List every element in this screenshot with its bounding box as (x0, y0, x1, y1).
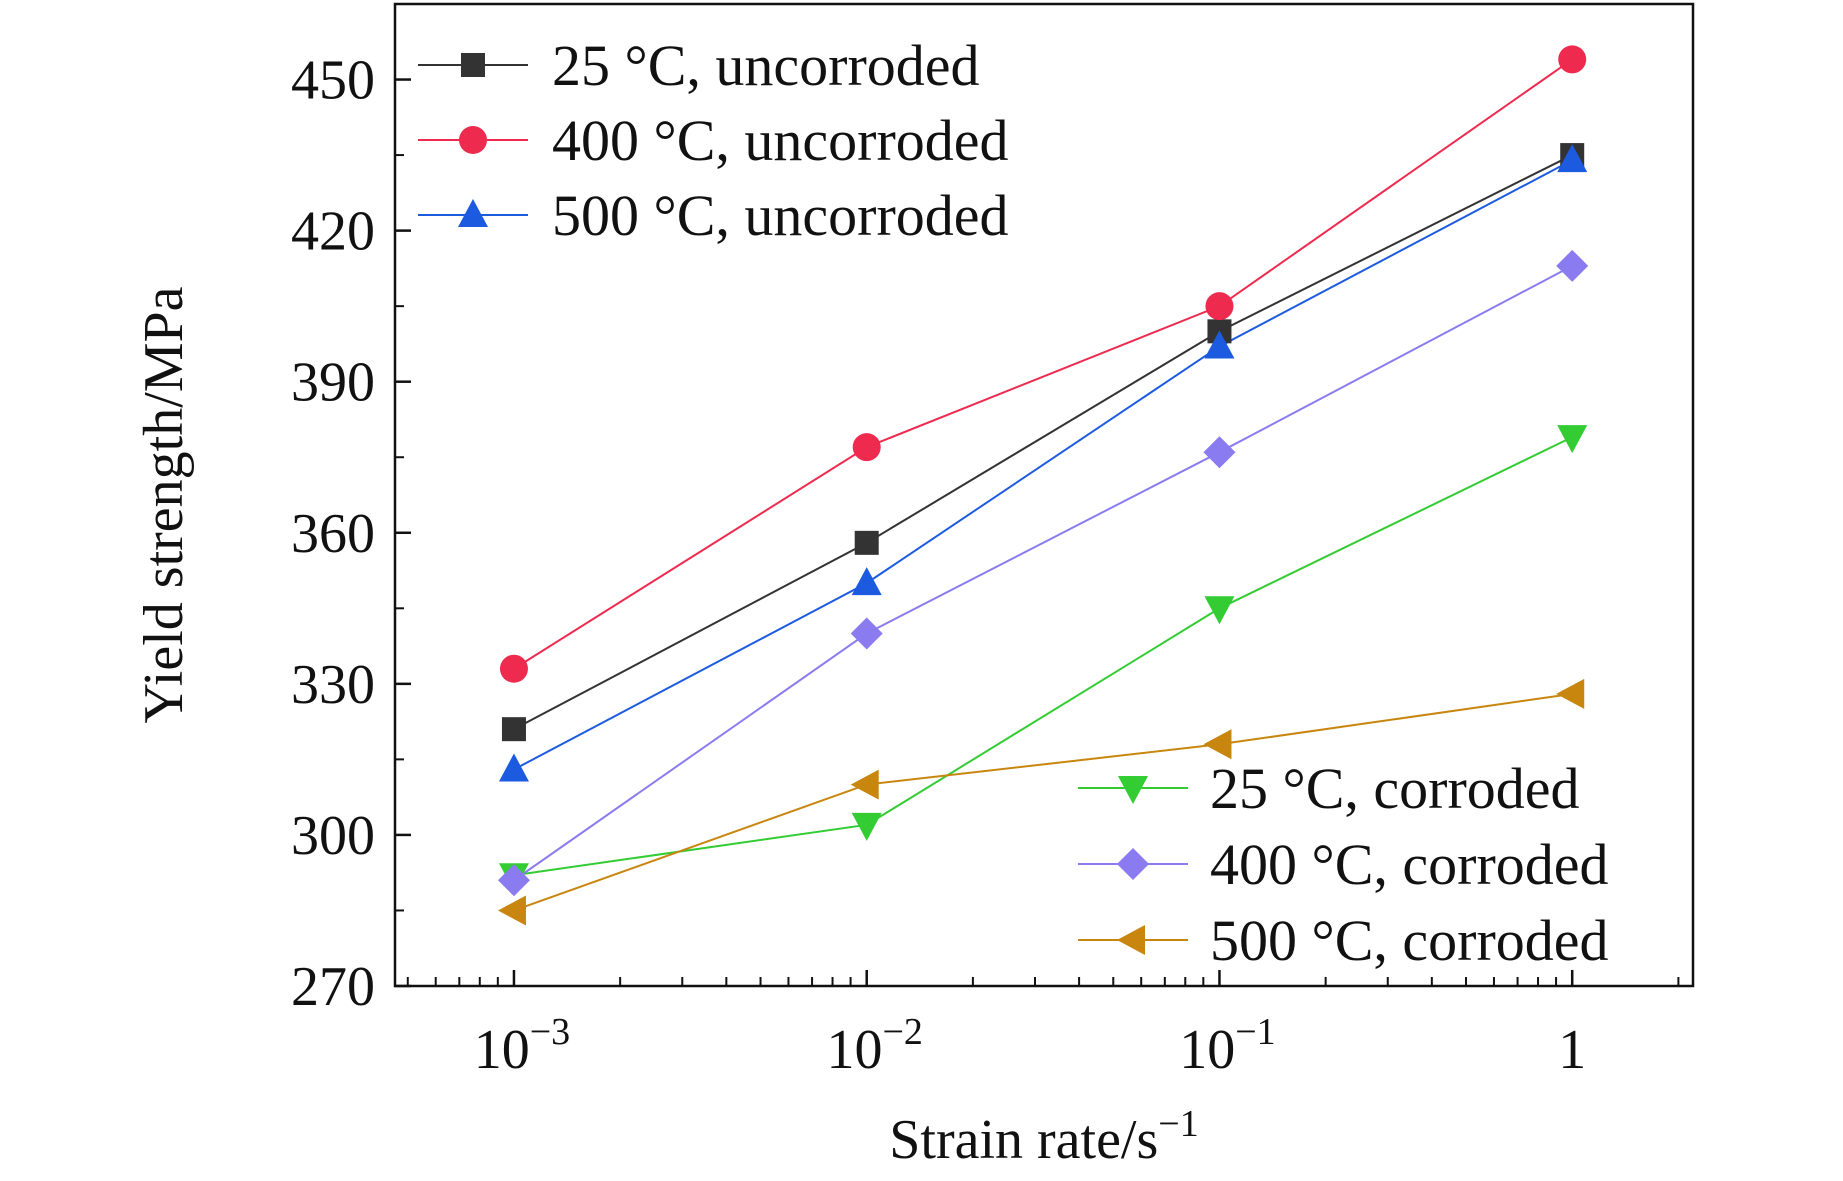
data-point-500-c-uncorroded (851, 567, 882, 596)
data-point-500-c-uncorroded (1557, 144, 1588, 173)
data-point-500-c-uncorroded (1204, 330, 1235, 359)
y-tick-label: 360 (291, 503, 375, 565)
x-tick-label-exponent: −3 (530, 1011, 570, 1053)
plot-frame (393, 2, 1695, 988)
y-tick-label: 270 (291, 956, 375, 1018)
x-tick-label: 10−1 (1179, 1011, 1275, 1081)
series-markers (497, 45, 1589, 926)
y-axis-title: Yield strength/MPa (133, 286, 195, 723)
series-line-500-c-corroded (513, 692, 1573, 912)
y-tick-label: 300 (291, 805, 375, 867)
x-tick-label-base: 10 (826, 1019, 882, 1081)
data-point-500-c-uncorroded (498, 753, 529, 782)
x-tick-label: 10−2 (826, 1011, 922, 1081)
y-tick-label: 390 (291, 352, 375, 414)
data-point-500-c-corroded (497, 895, 526, 926)
data-point-25-c-corroded (1204, 596, 1235, 625)
data-point-400-c-uncorroded (1558, 45, 1587, 74)
x-tick-label: 10−3 (474, 1011, 570, 1081)
data-point-400-c-corroded (850, 617, 883, 650)
axis-ticks (395, 78, 1680, 988)
legend-upper: 25 °C, uncorroded 400 °C, uncorroded 500 °… (418, 33, 1009, 248)
x-tick-label: 1 (1558, 1019, 1586, 1081)
legend-label-500-c-corroded: 500 °C, corroded (1210, 908, 1609, 973)
data-point-25-c-corroded (1557, 425, 1588, 454)
data-point-400-c-uncorroded (1205, 292, 1234, 321)
x-axis-title-base: Strain rate/s (889, 1109, 1158, 1171)
x-axis-title-superscript: −1 (1158, 1103, 1198, 1145)
data-point-25-c-uncorroded (854, 530, 879, 555)
legend-marker-400-c-corroded (1117, 848, 1149, 880)
legend-marker-25-c-uncorroded (461, 53, 485, 77)
x-tick-label-exponent: −1 (1235, 1011, 1275, 1053)
data-point-25-c-uncorroded (501, 717, 526, 742)
series-line-400-c-corroded (513, 264, 1573, 882)
x-tick-labels: 10−3 10−2 10−1 1 (474, 1011, 1586, 1081)
y-tick-label: 450 (291, 50, 375, 112)
series-line-500-c-uncorroded (513, 159, 1573, 771)
y-tick-label: 420 (291, 201, 375, 263)
series-line-25-c-uncorroded (513, 154, 1573, 731)
legend-label-25-c-corroded: 25 °C, corroded (1210, 756, 1580, 821)
legend-label-500-c-uncorroded: 500 °C, uncorroded (552, 183, 1009, 248)
data-point-400-c-corroded (1203, 436, 1236, 469)
legend-lower: 25 °C, corroded 400 °C, corroded 500 °C, c… (1078, 756, 1609, 973)
data-point-400-c-corroded (497, 864, 530, 897)
legend-marker-400-c-uncorroded (459, 126, 487, 154)
series-line-400-c-uncorroded (513, 58, 1573, 670)
x-tick-label-exponent: −2 (882, 1011, 922, 1053)
y-tick-label: 330 (291, 654, 375, 716)
legend-label-400-c-uncorroded: 400 °C, uncorroded (552, 108, 1009, 173)
series-lines (513, 58, 1573, 912)
x-tick-label-base: 1 (1558, 1019, 1586, 1081)
data-point-500-c-corroded (1203, 729, 1232, 760)
legend-label-25-c-uncorroded: 25 °C, uncorroded (552, 33, 980, 98)
series-line-25-c-corroded (513, 436, 1573, 877)
y-tick-labels: 270 300 330 360 390 420 450 (291, 50, 375, 1018)
legend-marker-500-c-corroded (1117, 925, 1145, 955)
data-point-400-c-uncorroded (852, 433, 881, 462)
x-axis-title: Strain rate/s−1 (889, 1103, 1198, 1171)
data-point-25-c-corroded (851, 812, 882, 841)
data-point-400-c-uncorroded (499, 654, 528, 683)
legend-marker-25-c-corroded (1118, 776, 1148, 804)
data-point-400-c-corroded (1556, 249, 1589, 282)
legend-label-400-c-corroded: 400 °C, corroded (1210, 832, 1609, 897)
x-tick-label-base: 10 (1179, 1019, 1235, 1081)
data-point-500-c-corroded (1556, 678, 1585, 709)
data-point-500-c-corroded (850, 769, 879, 800)
x-tick-label-base: 10 (474, 1019, 530, 1081)
legend-marker-500-c-uncorroded (458, 199, 488, 227)
